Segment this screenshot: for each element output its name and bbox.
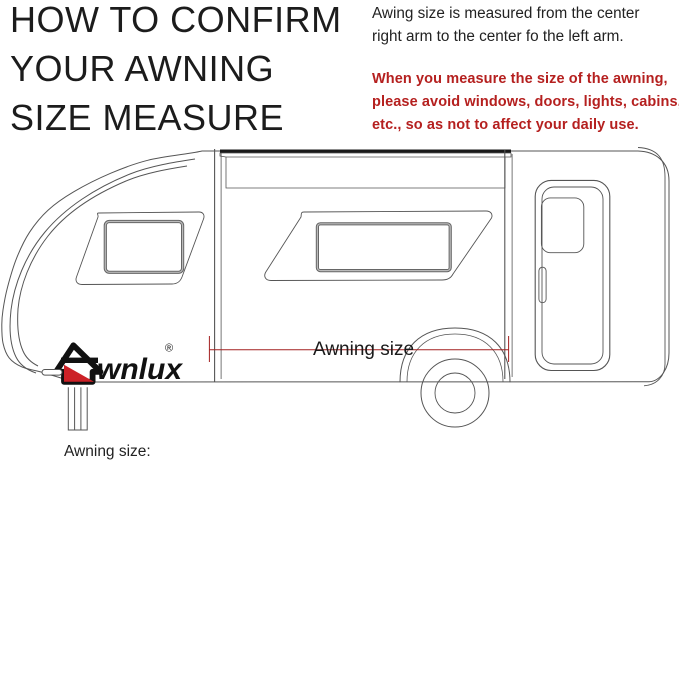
svg-text:Awning size:: Awning size: bbox=[64, 443, 151, 460]
